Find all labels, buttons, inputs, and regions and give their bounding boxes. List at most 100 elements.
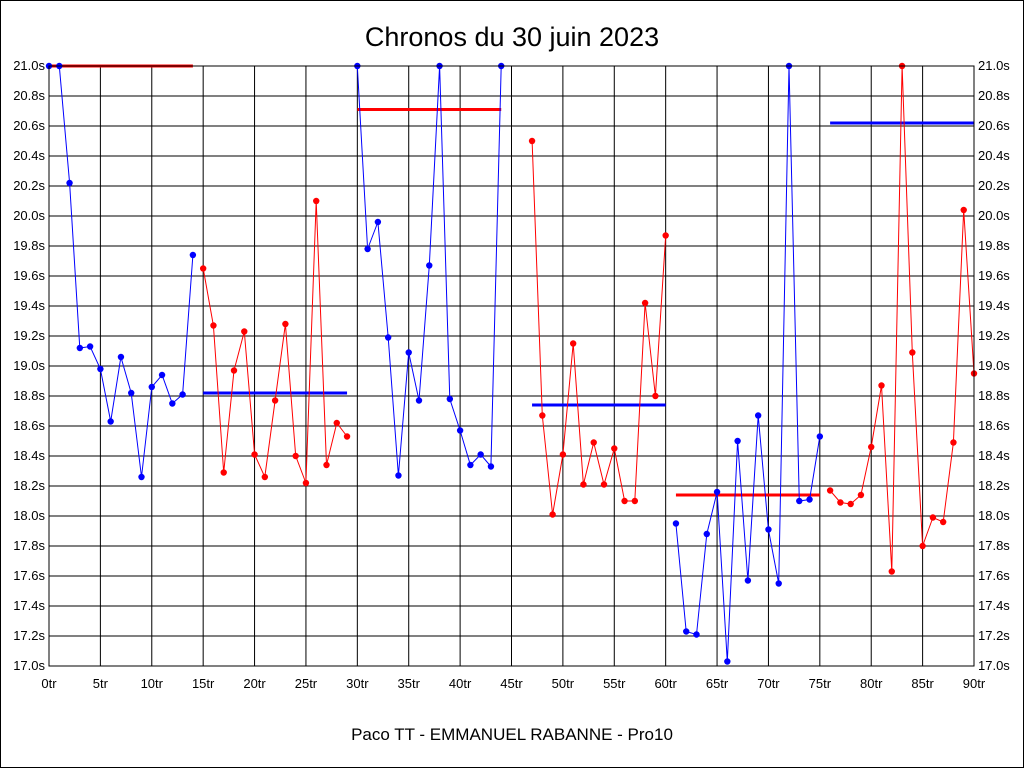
plot-area — [48, 65, 975, 667]
x-tick-label: 25tr — [295, 676, 318, 691]
data-point — [662, 232, 669, 239]
data-point — [868, 443, 875, 451]
data-point — [919, 542, 926, 550]
data-point — [251, 451, 258, 458]
data-point — [857, 491, 865, 499]
data-point — [282, 320, 289, 328]
y-tick-label-left: 18.8s — [13, 388, 45, 403]
x-tick-label: 85tr — [911, 676, 934, 691]
data-point — [631, 497, 639, 505]
x-tick-label: 20tr — [243, 676, 266, 691]
y-tick-label-left: 19.6s — [13, 268, 45, 283]
x-tick-label: 35tr — [398, 676, 421, 691]
data-point — [415, 397, 423, 404]
x-tick-label: 60tr — [654, 676, 677, 691]
data-point — [169, 400, 176, 407]
data-point — [395, 472, 402, 479]
data-point — [343, 433, 351, 440]
data-point — [539, 412, 546, 419]
x-tick-label: 65tr — [706, 676, 729, 691]
data-point — [837, 499, 844, 506]
x-tick-label: 5tr — [93, 676, 109, 691]
x-tick-label: 30tr — [346, 676, 369, 691]
y-tick-label-left: 17.2s — [13, 628, 45, 643]
data-point — [446, 395, 454, 403]
y-tick-label-right: 18.0s — [978, 508, 1010, 523]
data-point — [230, 367, 238, 374]
chart-title: Chronos du 30 juin 2023 — [365, 22, 659, 52]
y-tick-label-right: 20.6s — [978, 118, 1010, 133]
data-point — [939, 518, 947, 526]
data-point — [888, 568, 895, 575]
y-tick-label-right: 17.4s — [978, 598, 1010, 613]
y-axis-right-labels: 17.0s 17.2s 17.4s 17.6s 17.8s 18.0s 18.2s 18.4s… — [978, 58, 1010, 673]
data-point — [734, 437, 741, 445]
data-point — [241, 328, 248, 335]
data-point — [847, 500, 854, 508]
y-tick-label-left: 17.6s — [13, 568, 45, 583]
y-tick-label-left: 19.0s — [13, 358, 45, 373]
series-line-6 — [829, 65, 975, 572]
y-tick-label-left: 20.0s — [13, 208, 45, 223]
y-tick-label-right: 19.2s — [978, 328, 1010, 343]
x-tick-label: 0tr — [41, 676, 57, 691]
y-tick-label-right: 20.2s — [978, 178, 1010, 193]
series-line-5 — [675, 65, 821, 662]
y-tick-label-left: 19.4s — [13, 298, 45, 313]
data-point — [703, 530, 710, 538]
data-point — [66, 179, 73, 187]
data-point — [580, 481, 587, 488]
data-point — [724, 658, 731, 665]
y-tick-label-left: 20.2s — [13, 178, 45, 193]
grid — [48, 65, 975, 667]
y-tick-label-right: 21.0s — [978, 58, 1010, 73]
data-point — [199, 265, 207, 272]
data-point — [292, 452, 299, 460]
data-point — [313, 197, 320, 205]
series-line-2 — [202, 200, 348, 484]
data-point — [107, 418, 114, 425]
data-point — [333, 419, 340, 427]
x-tick-label: 40tr — [449, 676, 472, 691]
data-point — [960, 206, 967, 214]
y-tick-label-right: 18.6s — [978, 418, 1010, 433]
y-axis-left-labels: 17.0s 17.2s 17.4s 17.6s 17.8s 18.0s 18.2s 18.4s… — [13, 58, 45, 673]
data-point — [744, 577, 752, 584]
data-point — [713, 488, 721, 496]
y-tick-label-right: 17.2s — [978, 628, 1010, 643]
y-tick-label-right: 20.4s — [978, 148, 1010, 163]
x-tick-label: 10tr — [141, 676, 164, 691]
y-tick-label-right: 20.0s — [978, 208, 1010, 223]
series-line-3 — [356, 65, 502, 476]
x-tick-label: 15tr — [192, 676, 215, 691]
data-point — [364, 245, 371, 253]
y-tick-label-right: 19.0s — [978, 358, 1010, 373]
data-point — [590, 439, 597, 446]
y-tick-label-right: 17.0s — [978, 658, 1010, 673]
data-point — [641, 299, 649, 307]
data-point — [148, 383, 155, 391]
y-tick-label-right: 20.8s — [978, 88, 1010, 103]
x-tick-label: 90tr — [963, 676, 986, 691]
data-point — [796, 497, 803, 505]
data-point — [559, 451, 567, 458]
y-tick-label-left: 19.8s — [13, 238, 45, 253]
data-point — [621, 497, 628, 505]
x-tick-label: 50tr — [552, 676, 575, 691]
chart-footer: Paco TT - EMMANUEL RABANNE - Pro10 — [351, 725, 673, 744]
data-point — [569, 340, 577, 347]
y-tick-label-right: 18.2s — [978, 478, 1010, 493]
y-tick-label-right: 19.4s — [978, 298, 1010, 313]
y-tick-label-right: 17.8s — [978, 538, 1010, 553]
data-point — [487, 463, 495, 470]
series-line-1 — [49, 65, 194, 478]
y-tick-label-left: 20.8s — [13, 88, 45, 103]
x-tick-label: 70tr — [757, 676, 780, 691]
y-tick-label-left: 18.6s — [13, 418, 45, 433]
data-point — [816, 433, 824, 440]
series-points — [45, 62, 978, 665]
data-point — [261, 473, 269, 481]
data-point — [467, 461, 474, 469]
data-point — [374, 218, 382, 226]
data-point — [97, 365, 104, 373]
